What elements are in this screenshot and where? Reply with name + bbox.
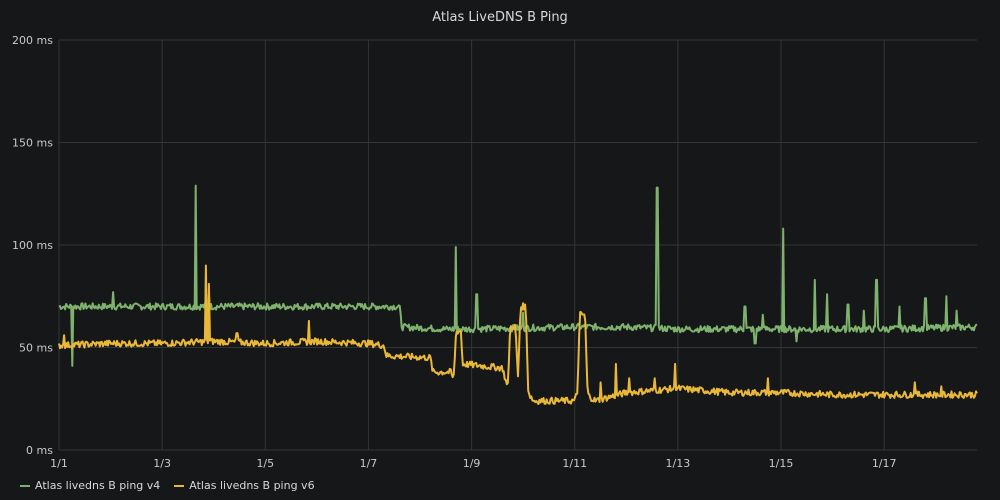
y-tick-label: 0 ms [26,444,53,457]
x-axis-ticks: 1/1 1/3 1/5 1/7 1/9 1/11 1/13 1/15 1/17 [50,457,896,470]
series-line-v6 [58,264,978,405]
series-lines [58,184,978,405]
x-tick-label: 1/11 [562,457,587,470]
chart-grid [58,39,977,451]
legend-item-v4[interactable]: Atlas livedns B ping v4 [20,479,160,492]
legend-item-v6[interactable]: Atlas livedns B ping v6 [174,479,315,492]
x-tick-label: 1/7 [360,457,378,470]
legend-swatch-v4 [20,484,30,487]
legend-swatch-v6 [174,484,185,487]
y-tick-label: 100 ms [12,239,53,252]
series-line-v4 [58,184,978,367]
x-tick-label: 1/5 [256,457,274,470]
x-tick-label: 1/13 [666,457,691,470]
legend-label-v6: Atlas livedns B ping v6 [189,479,315,492]
y-tick-label: 150 ms [12,137,53,150]
y-tick-label: 50 ms [19,342,53,355]
x-tick-label: 1/17 [872,457,897,470]
y-axis-ticks: 0 ms 50 ms 100 ms 150 ms 200 ms [12,34,53,457]
x-tick-label: 1/15 [769,457,794,470]
x-tick-label: 1/9 [463,457,481,470]
legend-label-v4: Atlas livedns B ping v4 [35,479,161,492]
y-tick-label: 200 ms [12,34,53,47]
x-tick-label: 1/3 [153,457,171,470]
chart-title: Atlas LiveDNS B Ping [432,10,568,25]
legend: Atlas livedns B ping v4 Atlas livedns B … [20,479,315,492]
x-tick-label: 1/1 [50,457,68,470]
